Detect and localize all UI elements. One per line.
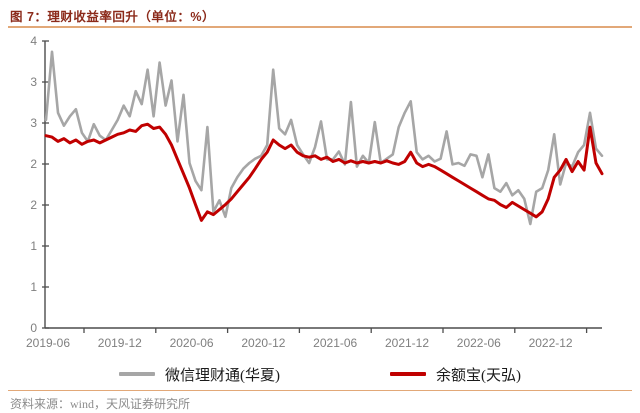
y-tick-label: 0 bbox=[30, 321, 37, 335]
x-tick-label: 2019-06 bbox=[26, 336, 70, 350]
x-tick-label: 2022-06 bbox=[457, 336, 501, 350]
x-tick-label: 2020-12 bbox=[241, 336, 285, 350]
y-tick-label: 2 bbox=[30, 198, 37, 212]
legend-item-licaitong: 微信理财通(华夏) bbox=[119, 364, 280, 385]
source-note: 资料来源：wind，天风证券研究所 bbox=[10, 397, 191, 411]
y-tick-label: 1 bbox=[30, 239, 37, 253]
legend-label-licaitong: 微信理财通(华夏) bbox=[165, 367, 280, 384]
chart-legend: 微信理财通(华夏) 余额宝(天弘) bbox=[0, 360, 640, 388]
x-tick-label: 2021-12 bbox=[385, 336, 429, 350]
series-yuebao-line bbox=[44, 122, 604, 222]
legend-item-yuebao: 余额宝(天弘) bbox=[390, 364, 521, 385]
series-licaitong-line bbox=[44, 50, 604, 226]
footer-divider bbox=[8, 390, 632, 391]
yuebao-line-swatch bbox=[390, 372, 426, 376]
y-tick-label: 2 bbox=[30, 157, 37, 171]
x-tick-label: 2020-06 bbox=[170, 336, 214, 350]
licaitong-line-swatch bbox=[119, 372, 155, 376]
y-tick-label: 3 bbox=[30, 75, 37, 89]
figure-title: 图 7：理财收益率回升（单位：%） bbox=[10, 10, 216, 24]
legend-label-yuebao: 余额宝(天弘) bbox=[436, 367, 521, 384]
x-tick-label: 2022-12 bbox=[529, 336, 573, 350]
x-tick-label: 2019-12 bbox=[98, 336, 142, 350]
y-tick-label: 3 bbox=[30, 116, 37, 130]
title-divider bbox=[8, 26, 632, 28]
y-tick-label: 1 bbox=[30, 280, 37, 294]
y-tick-label: 4 bbox=[30, 34, 37, 48]
x-tick-label: 2021-06 bbox=[313, 336, 357, 350]
chart-area: 4 3 3 2 2 1 1 0 2019-06 2019-12 2020-06 2020-12 2021… bbox=[0, 30, 640, 360]
